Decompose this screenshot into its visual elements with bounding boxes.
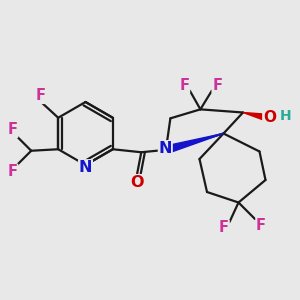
Text: F: F (219, 220, 229, 236)
Text: F: F (35, 88, 45, 103)
Text: F: F (8, 122, 18, 137)
Text: O: O (130, 175, 143, 190)
Text: F: F (256, 218, 266, 232)
Text: F: F (8, 164, 18, 179)
Text: H: H (280, 109, 291, 122)
Text: N: N (158, 141, 172, 156)
Text: O: O (263, 110, 276, 125)
Polygon shape (165, 134, 224, 154)
Text: N: N (79, 160, 92, 175)
Text: F: F (212, 78, 222, 93)
Polygon shape (243, 112, 265, 120)
Text: F: F (179, 78, 190, 93)
